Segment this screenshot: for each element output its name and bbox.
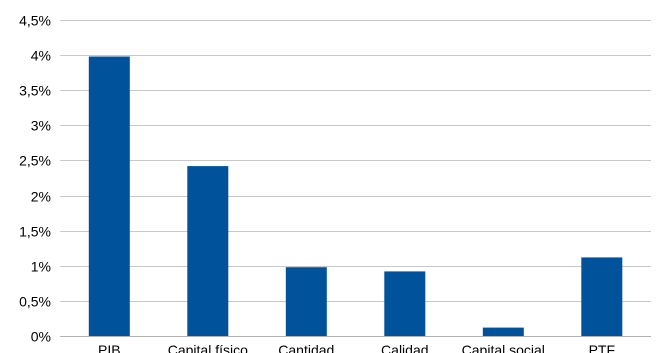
bar <box>581 257 623 336</box>
x-axis-category-labels: PIB Capital físico Cantidad Calidad Capital … <box>98 342 615 353</box>
bar <box>187 166 229 336</box>
y-tick-label: 2% <box>31 189 51 205</box>
x-category-label: Calidad <box>381 342 428 353</box>
y-tick-label: 3% <box>31 118 51 134</box>
y-tick-label: 1% <box>31 259 51 275</box>
bar <box>482 327 524 336</box>
y-axis-tick-labels: 0% 0,5% 1% 1,5% 2% 2,5% 3% 3,5% 4% 4,5% <box>19 13 51 345</box>
bar <box>384 271 426 336</box>
y-tick-label: 2,5% <box>19 153 51 169</box>
x-category-label: Cantidad <box>278 342 334 353</box>
bar <box>88 56 130 336</box>
bar <box>285 267 327 336</box>
y-tick-label: 4,5% <box>19 13 51 29</box>
y-tick-label: 0% <box>31 329 51 345</box>
y-tick-label: 1,5% <box>19 224 51 240</box>
x-category-label: PTF <box>589 342 615 353</box>
x-category-label: Capital físico <box>168 342 248 353</box>
y-tick-label: 4% <box>31 48 51 64</box>
y-tick-label: 0,5% <box>19 294 51 310</box>
y-tick-label: 3,5% <box>19 83 51 99</box>
x-category-label: PIB <box>98 342 121 353</box>
x-category-label: Capital social <box>462 342 545 353</box>
grid-lines <box>60 20 651 337</box>
bars <box>88 56 623 336</box>
